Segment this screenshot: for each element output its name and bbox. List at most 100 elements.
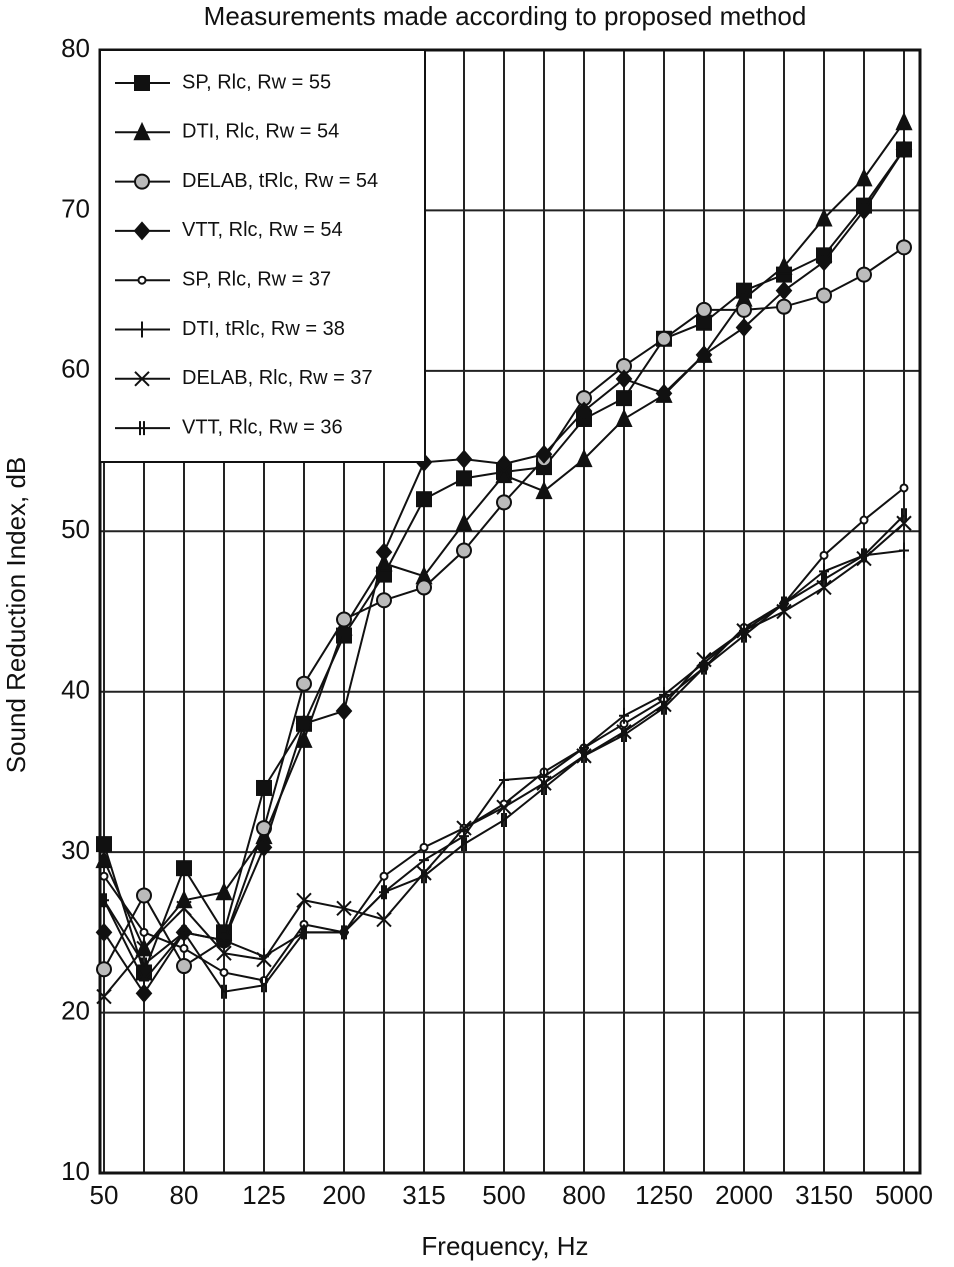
x-tick-label: 50 xyxy=(90,1180,119,1210)
marker xyxy=(901,508,907,523)
marker xyxy=(419,852,429,869)
marker xyxy=(581,748,587,763)
x-tick-label: 5000 xyxy=(875,1180,933,1210)
marker xyxy=(219,932,229,949)
legend-label: DELAB, tRlc, Rw = 54 xyxy=(182,170,378,192)
marker xyxy=(815,208,833,227)
marker xyxy=(215,881,233,901)
marker xyxy=(615,369,633,389)
marker xyxy=(139,421,145,436)
x-tick-label: 1250 xyxy=(635,1180,693,1210)
marker xyxy=(416,491,432,508)
marker xyxy=(736,301,752,318)
marker xyxy=(139,927,149,937)
marker xyxy=(656,330,672,347)
marker xyxy=(295,729,313,748)
marker xyxy=(775,256,793,275)
marker xyxy=(99,871,109,881)
marker xyxy=(855,200,873,220)
marker xyxy=(575,401,593,421)
marker xyxy=(134,371,150,387)
marker xyxy=(134,173,150,190)
marker xyxy=(499,771,509,788)
marker xyxy=(535,444,553,464)
x-tick-label: 800 xyxy=(562,1180,605,1210)
marker xyxy=(459,828,469,845)
series-line xyxy=(103,514,905,993)
marker xyxy=(859,515,869,525)
marker xyxy=(661,700,667,715)
marker xyxy=(99,892,109,909)
marker xyxy=(861,548,867,563)
marker xyxy=(139,972,149,989)
marker xyxy=(176,900,192,917)
marker xyxy=(376,911,392,928)
marker xyxy=(133,221,151,241)
marker xyxy=(819,563,829,580)
marker xyxy=(456,820,472,836)
y-tick-label: 70 xyxy=(61,193,90,223)
marker xyxy=(101,893,107,908)
marker xyxy=(456,542,472,559)
marker xyxy=(899,483,909,493)
marker xyxy=(219,967,229,977)
marker xyxy=(133,121,151,141)
legend-label: SP, Rlc, Rw = 37 xyxy=(182,268,331,290)
marker xyxy=(137,321,147,338)
marker xyxy=(615,408,633,427)
marker xyxy=(136,887,152,904)
x-tick-label: 315 xyxy=(402,1180,445,1210)
marker xyxy=(775,281,793,301)
marker xyxy=(295,714,313,734)
legend-label: VTT, Rlc, Rw = 54 xyxy=(182,219,343,241)
marker xyxy=(221,984,227,999)
marker xyxy=(619,707,629,724)
y-tick-label: 20 xyxy=(61,995,90,1025)
marker xyxy=(536,775,552,791)
marker xyxy=(776,298,792,315)
marker xyxy=(375,542,393,562)
marker xyxy=(735,318,753,338)
marker xyxy=(579,739,589,756)
marker xyxy=(95,922,113,942)
marker xyxy=(95,849,113,869)
marker xyxy=(135,983,153,1003)
marker xyxy=(419,842,429,852)
marker xyxy=(621,728,627,743)
marker xyxy=(96,988,112,1005)
marker xyxy=(137,275,147,285)
marker xyxy=(616,390,632,407)
marker xyxy=(96,961,112,978)
marker xyxy=(701,660,707,675)
marker xyxy=(379,871,389,881)
y-tick-label: 50 xyxy=(61,514,90,544)
marker xyxy=(261,978,267,993)
marker xyxy=(216,945,232,961)
marker xyxy=(656,696,672,713)
marker xyxy=(456,470,472,487)
marker xyxy=(416,579,432,596)
x-tick-label: 3150 xyxy=(795,1180,853,1210)
marker xyxy=(695,345,713,365)
marker xyxy=(736,623,752,639)
marker xyxy=(176,860,192,877)
chart-title: Measurements made according to proposed … xyxy=(204,1,807,31)
marker xyxy=(495,454,513,474)
legend-label: VTT, Rlc, Rw = 36 xyxy=(182,416,343,438)
marker xyxy=(501,813,507,828)
marker xyxy=(575,448,593,468)
marker xyxy=(541,780,547,795)
y-tick-label: 60 xyxy=(61,354,90,384)
marker xyxy=(336,900,352,917)
marker xyxy=(141,957,147,972)
marker xyxy=(96,836,112,853)
marker xyxy=(495,464,513,484)
marker xyxy=(816,287,832,304)
x-tick-label: 80 xyxy=(170,1180,199,1210)
marker xyxy=(821,572,827,587)
marker xyxy=(496,799,512,815)
marker xyxy=(496,494,512,511)
marker xyxy=(815,252,833,272)
marker xyxy=(455,449,473,469)
